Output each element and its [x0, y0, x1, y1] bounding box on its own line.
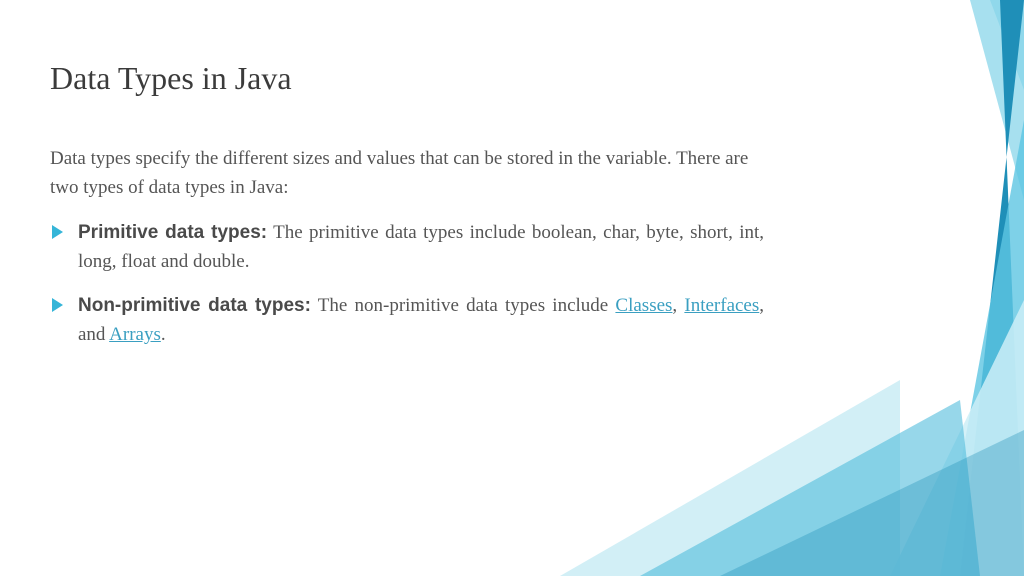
link-classes[interactable]: Classes: [615, 295, 672, 316]
slide-content: Data Types in Java Data types specify th…: [0, 0, 1024, 350]
bullet-nonprimitive: Non-primitive data types: The non-primit…: [78, 291, 764, 350]
link-arrays[interactable]: Arrays: [109, 324, 161, 345]
bullet-after: .: [161, 324, 166, 345]
slide-title: Data Types in Java: [50, 60, 764, 97]
slide: Data Types in Java Data types specify th…: [0, 0, 1024, 576]
sep: ,: [672, 295, 684, 316]
bullet-label: Primitive data types:: [78, 222, 267, 243]
link-interfaces[interactable]: Interfaces: [684, 295, 759, 316]
bullet-label: Non-primitive data types:: [78, 295, 311, 316]
bullet-primitive: Primitive data types: The primitive data…: [78, 218, 764, 277]
intro-paragraph: Data types specify the different sizes a…: [50, 145, 764, 202]
bullet-text-before: The non-primitive data types include: [311, 295, 616, 316]
bullet-list: Primitive data types: The primitive data…: [50, 218, 764, 350]
